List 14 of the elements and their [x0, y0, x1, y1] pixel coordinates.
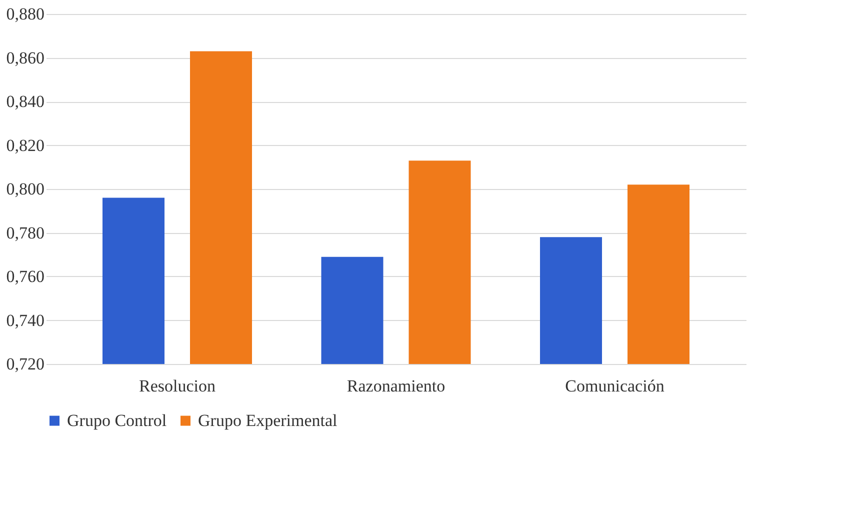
y-tick-label: 0,880 [6, 4, 44, 24]
y-tick-label: 0,800 [6, 180, 44, 198]
y-tick-label: 0,860 [6, 48, 44, 68]
legend-label: Grupo Control [67, 410, 167, 430]
x-tick-label: Razonamiento [346, 376, 446, 396]
y-tick-label: 0,820 [6, 136, 44, 155]
legend-label: Grupo Experimental [198, 410, 338, 430]
x-tick-label: Comunicación [565, 376, 665, 396]
x-tick-label: Resolucion [139, 376, 216, 396]
y-tick-label: 0,740 [6, 310, 44, 330]
y-tick-label: 0,840 [6, 92, 44, 111]
y-tick-label: 0,720 [6, 354, 44, 374]
y-tick-label: 0,780 [6, 223, 44, 242]
y-tick-label: 0,760 [6, 267, 44, 286]
